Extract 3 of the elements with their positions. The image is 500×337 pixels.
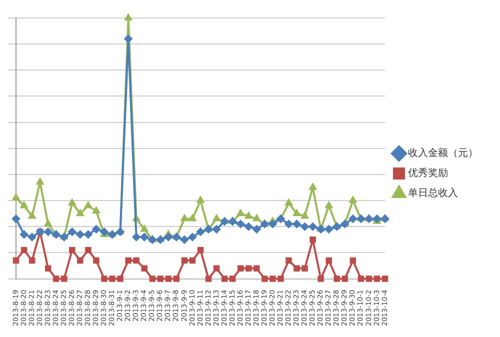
legend-label: 单日总收入 bbox=[408, 187, 458, 200]
legend-label: 收入金额（元） bbox=[408, 147, 478, 160]
legend-label: 优秀奖励 bbox=[408, 167, 448, 180]
